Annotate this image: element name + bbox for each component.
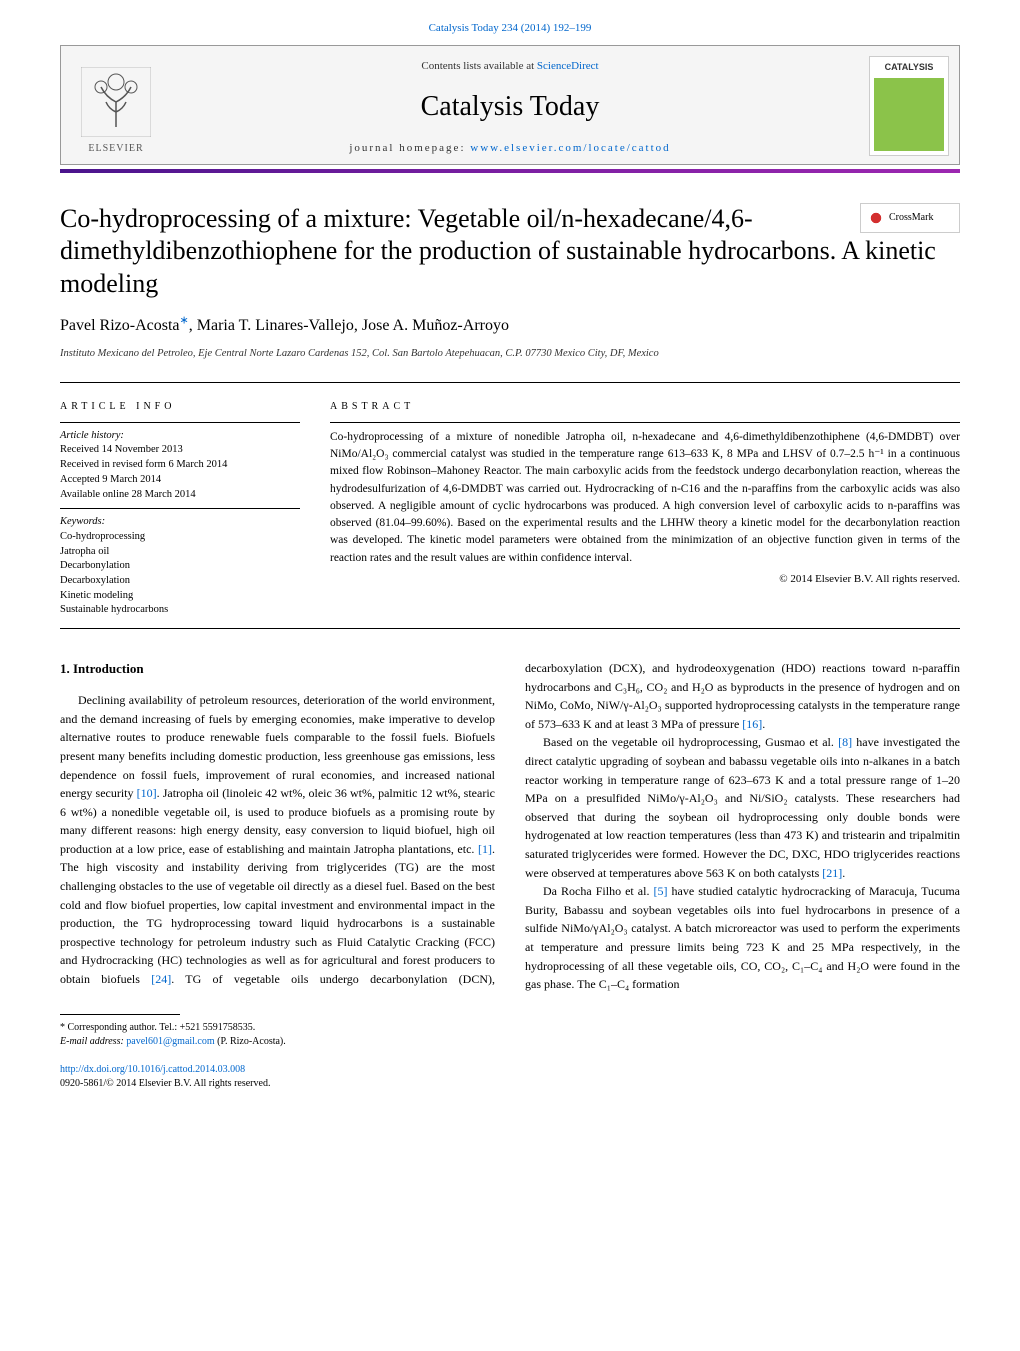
cover-title: CATALYSIS — [885, 61, 934, 75]
article-info-label: ARTICLE INFO — [60, 399, 300, 414]
elsevier-tree-icon — [81, 67, 151, 137]
crossmark-badge[interactable]: CrossMark — [860, 203, 960, 233]
body-columns: 1. Introduction Declining availability o… — [60, 659, 960, 994]
contents-prefix: Contents lists available at — [421, 60, 536, 72]
divider-top — [60, 382, 960, 383]
authors-line: Pavel Rizo-Acosta∗, Maria T. Linares-Val… — [60, 314, 960, 338]
copyright-line: © 2014 Elsevier B.V. All rights reserved… — [330, 571, 960, 588]
issn-line: 0920-5861/© 2014 Elsevier B.V. All right… — [60, 1077, 960, 1091]
doi-link[interactable]: http://dx.doi.org/10.1016/j.cattod.2014.… — [60, 1064, 245, 1075]
sciencedirect-link[interactable]: ScienceDirect — [537, 60, 599, 72]
received-date: Received 14 November 2013 — [60, 443, 300, 458]
accepted-date: Accepted 9 March 2014 — [60, 473, 300, 488]
email-line: E-mail address: pavel601@gmail.com (P. R… — [60, 1035, 960, 1049]
citation-ref[interactable]: [10] — [137, 786, 157, 800]
article-title: Co-hydroprocessing of a mixture: Vegetab… — [60, 203, 960, 301]
section-heading: 1. Introduction — [60, 659, 495, 679]
crossmark-label: CrossMark — [889, 210, 933, 225]
revised-date: Received in revised form 6 March 2014 — [60, 458, 300, 473]
abstract-column: ABSTRACT Co-hydroprocessing of a mixture… — [330, 399, 960, 618]
journal-title: Catalysis Today — [61, 86, 959, 128]
homepage-link[interactable]: www.elsevier.com/locate/cattod — [470, 142, 670, 154]
divider-bottom — [60, 628, 960, 629]
authors-text: Pavel Rizo-Acosta∗, Maria T. Linares-Val… — [60, 317, 509, 334]
body-paragraph: Based on the vegetable oil hydroprocessi… — [525, 733, 960, 882]
citation-ref[interactable]: [24] — [151, 972, 171, 986]
citation-ref[interactable]: [8] — [838, 735, 852, 749]
citation-ref[interactable]: [5] — [654, 884, 668, 898]
body-section: 1. Introduction Declining availability o… — [60, 659, 960, 994]
citation-ref[interactable]: [1] — [478, 842, 492, 856]
email-label: E-mail address: — [60, 1036, 126, 1047]
elsevier-logo: ELSEVIER — [71, 56, 161, 156]
keyword: Co-hydroprocessing — [60, 530, 300, 545]
history-label: Article history: — [60, 429, 300, 444]
article-history: Article history: Received 14 November 20… — [60, 429, 300, 502]
abstract-rule — [330, 422, 960, 423]
crossmark-icon — [867, 209, 885, 227]
body-paragraph: Da Rocha Filho et al. [5] have studied c… — [525, 882, 960, 994]
keyword: Decarbonylation — [60, 559, 300, 574]
info-abstract-row: ARTICLE INFO Article history: Received 1… — [60, 399, 960, 618]
keyword: Decarboxylation — [60, 574, 300, 589]
elsevier-label: ELSEVIER — [88, 141, 143, 156]
abstract-text: Co-hydroprocessing of a mixture of noned… — [330, 429, 960, 567]
journal-header-box: ELSEVIER Contents lists available at Sci… — [60, 45, 960, 165]
journal-homepage-line: journal homepage: www.elsevier.com/locat… — [61, 140, 959, 157]
keywords-label: Keywords: — [60, 515, 300, 530]
corresponding-line: * Corresponding author. Tel.: +521 55917… — [60, 1021, 960, 1035]
affiliation: Instituto Mexicano del Petroleo, Eje Cen… — [60, 346, 960, 362]
doi-block: http://dx.doi.org/10.1016/j.cattod.2014.… — [60, 1063, 960, 1091]
keyword: Kinetic modeling — [60, 589, 300, 604]
keyword: Sustainable hydrocarbons — [60, 603, 300, 618]
gradient-divider — [60, 169, 960, 173]
info-rule-2 — [60, 508, 300, 509]
citation-anchor[interactable]: Catalysis Today 234 (2014) 192–199 — [429, 22, 592, 34]
citation-ref[interactable]: [21] — [822, 866, 842, 880]
cover-body — [874, 78, 944, 151]
info-rule-1 — [60, 422, 300, 423]
keywords-block: Keywords: Co-hydroprocessing Jatropha oi… — [60, 515, 300, 618]
citation-ref[interactable]: [16] — [742, 717, 762, 731]
footnote-separator — [60, 1014, 180, 1015]
online-date: Available online 28 March 2014 — [60, 488, 300, 503]
email-suffix: (P. Rizo-Acosta). — [215, 1036, 286, 1047]
keyword: Jatropha oil — [60, 545, 300, 560]
abstract-label: ABSTRACT — [330, 399, 960, 414]
email-link[interactable]: pavel601@gmail.com — [126, 1036, 214, 1047]
citation-link: Catalysis Today 234 (2014) 192–199 — [60, 20, 960, 37]
header-center: Contents lists available at ScienceDirec… — [61, 46, 959, 157]
corresponding-author-footnote: * Corresponding author. Tel.: +521 55917… — [60, 1021, 960, 1049]
contents-list-line: Contents lists available at ScienceDirec… — [61, 58, 959, 75]
article-info-column: ARTICLE INFO Article history: Received 1… — [60, 399, 300, 618]
homepage-prefix: journal homepage: — [349, 142, 470, 154]
journal-cover-thumbnail: CATALYSIS — [869, 56, 949, 156]
